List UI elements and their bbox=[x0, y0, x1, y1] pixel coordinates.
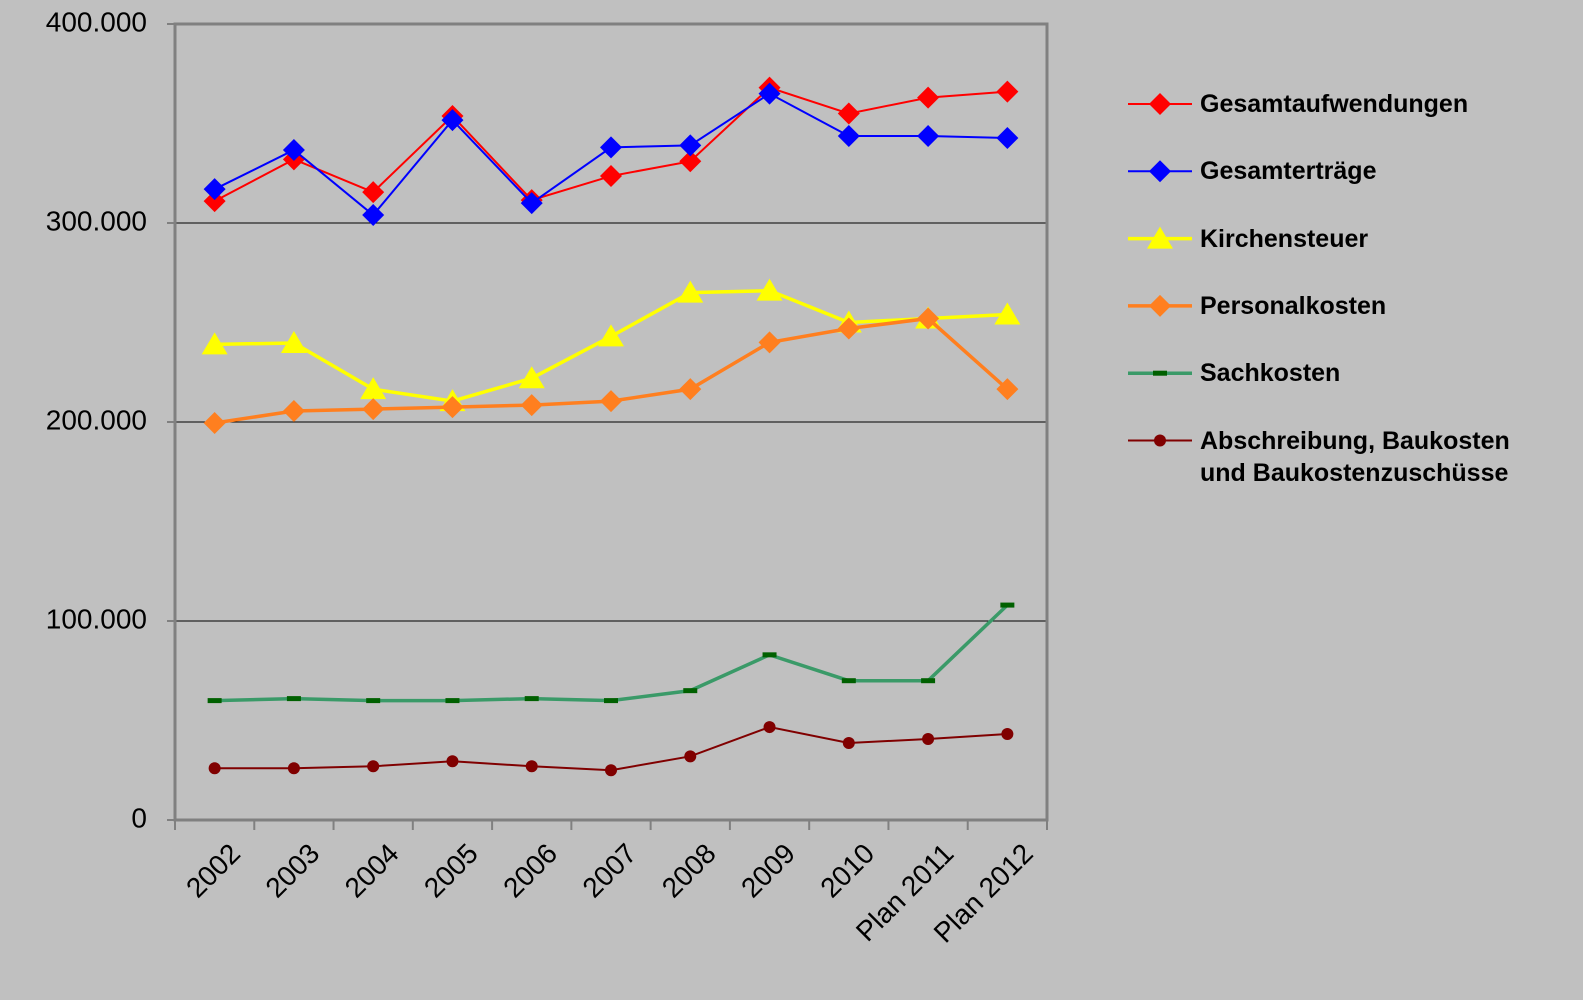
data-point bbox=[441, 109, 464, 132]
data-point bbox=[1001, 728, 1014, 741]
legend-marker bbox=[1149, 294, 1171, 317]
data-point bbox=[280, 330, 307, 353]
legend-label: Gesamterträge bbox=[1200, 157, 1377, 186]
series-line bbox=[214, 726, 1008, 772]
data-point bbox=[996, 80, 1019, 103]
legend-label: Abschreibung, Baukosten und Baukostenzus… bbox=[1200, 426, 1510, 487]
data-point bbox=[837, 317, 860, 340]
data-point bbox=[367, 760, 380, 773]
data-point bbox=[525, 760, 538, 773]
data-point bbox=[683, 688, 698, 694]
x-tick-label: 2010 bbox=[814, 838, 880, 904]
data-point bbox=[598, 324, 624, 347]
data-point bbox=[604, 698, 618, 704]
data-point bbox=[282, 138, 305, 161]
legend-marker bbox=[1149, 93, 1171, 115]
data-point bbox=[922, 733, 935, 746]
data-point bbox=[518, 366, 545, 389]
data-point bbox=[366, 698, 381, 704]
data-point bbox=[360, 377, 387, 400]
data-point bbox=[996, 378, 1019, 401]
data-point bbox=[520, 192, 543, 215]
data-point bbox=[600, 136, 622, 159]
data-point bbox=[762, 652, 777, 658]
legend-label: Sachkosten bbox=[1200, 359, 1341, 388]
data-point bbox=[842, 736, 855, 749]
series-markers bbox=[203, 82, 1019, 227]
data-point bbox=[282, 400, 305, 423]
legend-marker bbox=[1149, 160, 1171, 183]
data-point bbox=[362, 204, 385, 227]
data-point bbox=[203, 411, 226, 434]
data-point bbox=[684, 750, 697, 763]
data-point bbox=[362, 398, 385, 421]
data-point bbox=[600, 390, 622, 413]
legend-marker bbox=[1154, 434, 1166, 447]
series-markers bbox=[208, 721, 1014, 777]
x-tick-label: 2004 bbox=[339, 838, 405, 904]
data-point bbox=[758, 331, 781, 354]
data-point bbox=[679, 150, 702, 173]
legend-label: Personalkosten bbox=[1200, 291, 1387, 320]
x-tick-label: 2002 bbox=[180, 838, 246, 904]
data-point bbox=[362, 181, 385, 204]
data-point bbox=[841, 678, 856, 684]
data-point bbox=[758, 82, 781, 105]
x-tick-label: 2003 bbox=[259, 838, 325, 904]
data-point bbox=[837, 125, 860, 148]
y-tick-label: 200.000 bbox=[46, 404, 147, 435]
plot-border bbox=[173, 22, 1049, 822]
data-point bbox=[600, 165, 622, 188]
data-point bbox=[917, 307, 940, 330]
y-tick-label: 300.000 bbox=[46, 205, 147, 236]
y-tick-label: 400.000 bbox=[46, 6, 147, 37]
data-point bbox=[677, 280, 704, 303]
data-point bbox=[917, 86, 940, 109]
data-point bbox=[994, 302, 1021, 325]
data-point bbox=[207, 698, 222, 704]
data-point bbox=[208, 762, 221, 775]
data-point bbox=[524, 696, 539, 702]
y-tick-label: 0 bbox=[131, 802, 147, 833]
x-tick-label: 2007 bbox=[576, 838, 642, 904]
legend-label: Kirchensteuer bbox=[1200, 224, 1369, 253]
y-tick-label: 100.000 bbox=[46, 603, 147, 634]
series-markers bbox=[203, 307, 1019, 434]
data-point bbox=[203, 190, 226, 213]
series-line bbox=[214, 603, 1009, 703]
data-point bbox=[446, 755, 459, 768]
data-point bbox=[996, 127, 1019, 150]
data-point bbox=[679, 134, 702, 157]
legend-label: Gesamtaufwendungen bbox=[1200, 90, 1469, 118]
x-tick-label: 2009 bbox=[735, 838, 801, 904]
data-point bbox=[287, 762, 300, 775]
x-tick-label: 2006 bbox=[497, 838, 563, 904]
data-point bbox=[286, 696, 301, 702]
data-point bbox=[605, 764, 617, 777]
data-point bbox=[201, 332, 228, 355]
data-point bbox=[520, 394, 543, 417]
series-markers bbox=[207, 602, 1015, 704]
data-point bbox=[1000, 602, 1015, 608]
data-point bbox=[441, 396, 464, 419]
legend-marker bbox=[1153, 370, 1167, 376]
data-point bbox=[837, 102, 860, 125]
data-point bbox=[756, 278, 783, 301]
x-tick-label: 2008 bbox=[656, 838, 722, 904]
data-point bbox=[679, 378, 702, 401]
series-markers bbox=[203, 76, 1019, 213]
data-point bbox=[917, 125, 940, 148]
data-point bbox=[203, 178, 226, 201]
data-point bbox=[763, 721, 776, 734]
x-tick-label: 2005 bbox=[418, 838, 484, 904]
data-point bbox=[445, 698, 460, 704]
legend-marker bbox=[1147, 226, 1173, 249]
data-point bbox=[921, 678, 936, 684]
